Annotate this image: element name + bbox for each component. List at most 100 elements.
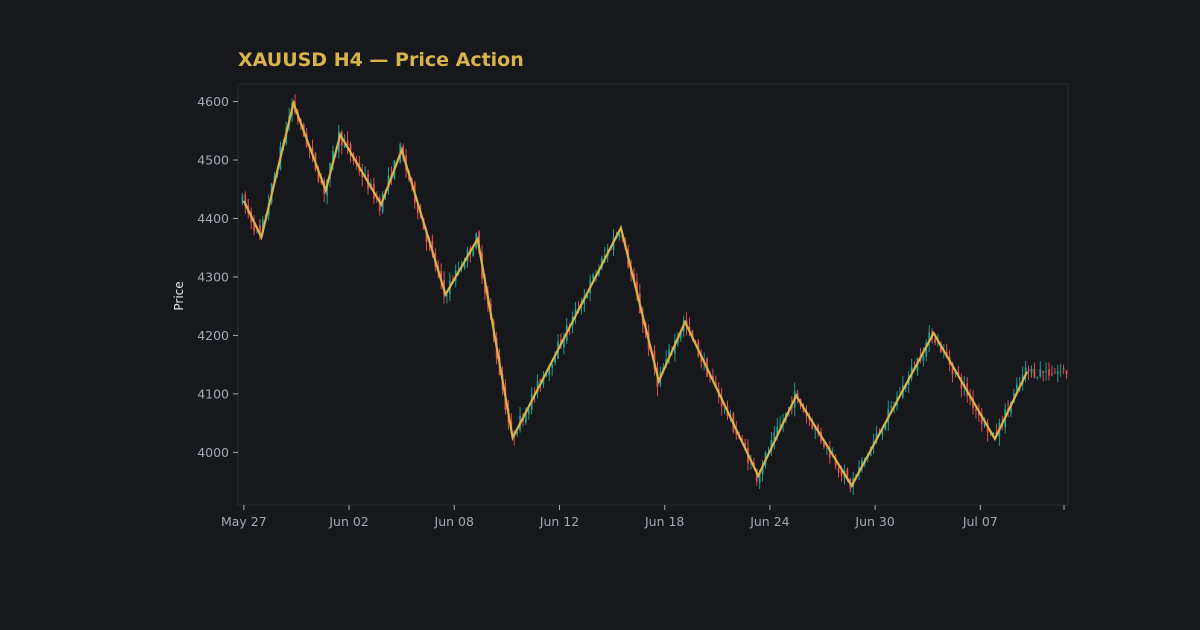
candle-down bbox=[823, 441, 825, 447]
y-tick-label: 4100 bbox=[197, 386, 229, 401]
candle-up bbox=[241, 195, 244, 204]
candle-down bbox=[951, 362, 954, 375]
candle-up bbox=[586, 293, 589, 299]
zigzag-line bbox=[242, 99, 1029, 488]
candle-up bbox=[776, 426, 779, 434]
y-axis-label: Price bbox=[172, 281, 186, 310]
candle-down bbox=[346, 140, 349, 146]
candle-down bbox=[317, 171, 320, 181]
candle-down bbox=[440, 271, 443, 280]
candle-down bbox=[691, 330, 694, 339]
candle-down bbox=[688, 326, 691, 331]
candle-down bbox=[846, 468, 849, 479]
plot-area bbox=[237, 83, 1069, 506]
x-tick-label: Jun 24 bbox=[749, 514, 789, 529]
candle-down bbox=[416, 204, 419, 214]
candle-up bbox=[548, 366, 551, 376]
chart-title: XAUUSD H4 — Price Action bbox=[238, 49, 524, 71]
candle-up bbox=[1059, 371, 1062, 373]
candle-up bbox=[472, 248, 475, 257]
candle-down bbox=[378, 198, 381, 211]
candle-up bbox=[881, 430, 884, 435]
candle-up bbox=[261, 219, 264, 233]
y-tick-label: 4600 bbox=[197, 94, 229, 109]
candle-up bbox=[679, 331, 682, 339]
candle-up bbox=[463, 263, 466, 268]
candle-down bbox=[361, 173, 364, 178]
candle-up bbox=[875, 433, 878, 441]
candle-up bbox=[1018, 383, 1021, 385]
candle-down bbox=[975, 409, 977, 411]
candle-down bbox=[840, 470, 843, 476]
candle-up bbox=[592, 274, 594, 279]
candle-up bbox=[925, 342, 928, 357]
candle-down bbox=[834, 457, 837, 467]
x-tick-label: Jun 18 bbox=[644, 514, 684, 529]
candle-down bbox=[811, 421, 814, 430]
x-tick-label: Jul 07 bbox=[962, 514, 998, 529]
candle-down bbox=[253, 221, 255, 231]
candle-up bbox=[861, 460, 863, 468]
candle-down bbox=[1048, 369, 1050, 376]
candle-up bbox=[343, 142, 346, 148]
candle-down bbox=[837, 467, 840, 473]
x-tick-label: May 27 bbox=[221, 514, 267, 529]
candle-up bbox=[779, 424, 782, 427]
candle-up bbox=[574, 308, 577, 315]
candle-down bbox=[828, 447, 831, 458]
candle-up bbox=[1015, 384, 1018, 392]
candle-up bbox=[551, 364, 554, 368]
candle-up bbox=[1024, 367, 1027, 375]
x-tick-label: Jun 12 bbox=[539, 514, 579, 529]
candle-up bbox=[761, 466, 764, 475]
candle-up bbox=[1045, 371, 1047, 373]
y-tick-label: 4300 bbox=[197, 269, 229, 284]
candle-up bbox=[580, 305, 583, 309]
candle-up bbox=[773, 432, 776, 441]
x-tick-label: Jun 30 bbox=[854, 514, 894, 529]
candle-down bbox=[939, 343, 942, 353]
candle-down bbox=[431, 240, 434, 253]
candle-up bbox=[1039, 369, 1042, 377]
candle-up bbox=[922, 355, 925, 361]
candle-up bbox=[554, 358, 557, 363]
candle-up bbox=[527, 409, 530, 414]
candle-down bbox=[977, 411, 980, 416]
candle-down bbox=[1051, 373, 1053, 375]
candle-down bbox=[259, 225, 261, 235]
candle-down bbox=[244, 194, 247, 207]
candle-down bbox=[934, 338, 936, 343]
candle-down bbox=[1042, 371, 1045, 374]
x-axis: May 27 Jun 02 Jun 08 Jun 12 Jun 18 Jun 24 Jun … bbox=[221, 505, 1065, 529]
y-axis: 4000 4100 4200 4300 4400 4500 4600 bbox=[197, 94, 238, 460]
candle-up bbox=[516, 432, 519, 435]
y-tick-label: 4500 bbox=[197, 153, 229, 168]
candle-down bbox=[349, 143, 352, 156]
candle-up bbox=[1056, 371, 1059, 375]
candle-up bbox=[928, 332, 931, 343]
candle-down bbox=[1065, 370, 1068, 375]
candle-up bbox=[524, 411, 527, 423]
candle-up bbox=[618, 233, 621, 238]
candle-up bbox=[992, 433, 995, 435]
candle-down bbox=[817, 424, 820, 433]
candle-down bbox=[311, 147, 314, 154]
candle-up bbox=[983, 420, 986, 427]
y-tick-label: 4400 bbox=[197, 211, 229, 226]
candle-down bbox=[1027, 369, 1030, 372]
candle-down bbox=[1062, 368, 1065, 370]
y-tick-label: 4200 bbox=[197, 328, 229, 343]
candle-up bbox=[562, 339, 565, 348]
candle-down bbox=[796, 393, 799, 398]
candle-down bbox=[1053, 372, 1056, 374]
candle-up bbox=[446, 294, 448, 296]
candle-up bbox=[1036, 376, 1039, 378]
candle-up bbox=[758, 473, 761, 483]
candle-up bbox=[858, 467, 860, 473]
candle-up bbox=[668, 349, 670, 359]
candle-down bbox=[1033, 368, 1036, 378]
y-tick-label: 4000 bbox=[197, 445, 229, 460]
candle-up bbox=[545, 374, 548, 377]
candle-up bbox=[536, 380, 539, 393]
